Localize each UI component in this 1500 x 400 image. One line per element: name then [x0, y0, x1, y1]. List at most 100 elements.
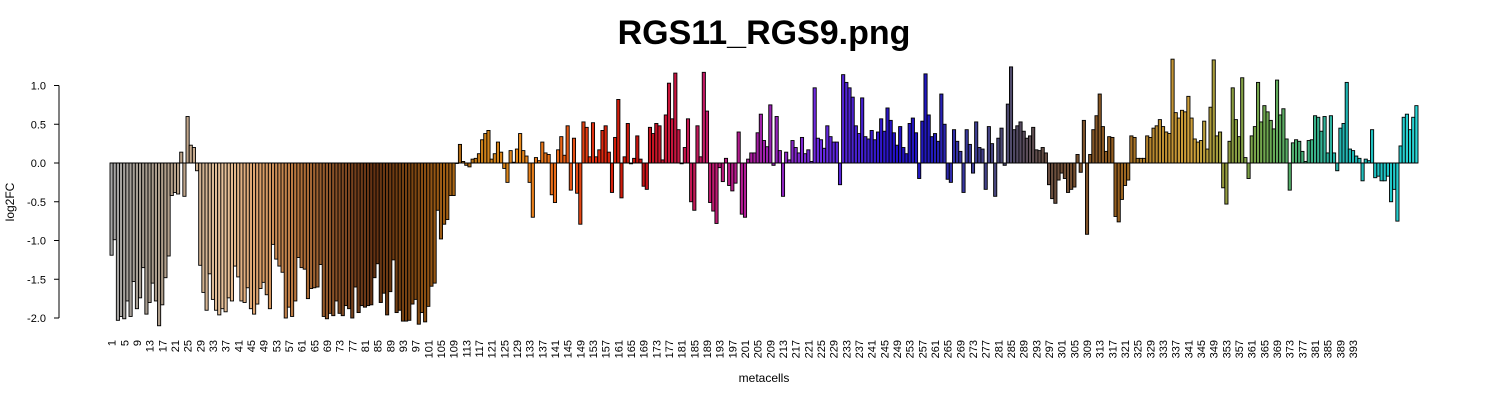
bar-metacell-343 [1192, 138, 1197, 164]
bar-metacell-389 [1338, 127, 1343, 164]
bar-metacell-139 [546, 154, 551, 164]
bar-metacell-231 [837, 162, 843, 186]
bar-metacell-104 [435, 162, 440, 211]
bar-metacell-409 [1401, 116, 1406, 164]
bar-metacell-230 [834, 141, 839, 164]
bar-metacell-335 [1167, 133, 1172, 164]
bar-metacell-85 [375, 162, 380, 265]
bar-metacell-152 [587, 156, 592, 164]
bar-metacell-35 [217, 162, 222, 316]
x-axis-label: metacells [739, 371, 790, 385]
bar-metacell-340 [1183, 111, 1188, 164]
bar-metacell-33 [210, 162, 215, 300]
bar-metacell-391 [1344, 81, 1349, 164]
bar-metacell-97 [413, 162, 418, 300]
x-tick-label: 333 [1158, 340, 1170, 358]
bar-metacell-191 [711, 162, 716, 212]
bar-metacell-24 [182, 162, 187, 197]
bar-metacell-56 [283, 162, 288, 319]
bar-metacell-200 [739, 162, 744, 215]
x-tick-label: 229 [829, 340, 841, 358]
bar-metacell-195 [723, 157, 729, 164]
x-tick-label: 113 [461, 340, 473, 358]
bar-metacell-130 [518, 133, 523, 164]
bar-metacell-182 [682, 147, 687, 164]
bar-metacell-190 [708, 162, 713, 203]
x-tick-label: 357 [1234, 340, 1246, 358]
bar-metacell-150 [581, 121, 586, 164]
bar-metacell-354 [1227, 140, 1232, 164]
bar-metacell-51 [267, 162, 272, 310]
bar-metacell-232 [841, 74, 846, 164]
bar-metacell-135 [533, 157, 539, 164]
bar-metacell-228 [828, 136, 833, 164]
bar-metacell-255 [913, 132, 919, 164]
bar-metacell-98 [416, 162, 421, 325]
bar-metacell-405 [1389, 162, 1394, 203]
bar-metacell-282 [999, 127, 1004, 164]
bar-metacell-125 [502, 162, 507, 169]
x-tick-label: 53 [271, 340, 283, 352]
bar-metacell-18 [163, 162, 168, 279]
bar-metacell-318 [1113, 162, 1118, 217]
x-tick-label: 21 [170, 340, 182, 352]
bar-metacell-5 [122, 162, 127, 320]
bar-metacell-22 [176, 162, 181, 195]
bar-metacell-161 [616, 98, 621, 164]
bar-metacell-266 [948, 162, 953, 183]
bar-metacell-331 [1154, 125, 1159, 164]
bar-metacell-352 [1221, 162, 1226, 189]
bar-metacell-314 [1100, 126, 1105, 164]
bar-metacell-278 [986, 126, 991, 164]
bar-metacell-70 [328, 162, 333, 314]
bar-metacell-17 [160, 162, 165, 306]
bar-metacell-76 [347, 162, 352, 310]
bar-metacell-66 [315, 162, 320, 288]
bar-metacell-238 [860, 97, 865, 164]
bar-metacell-327 [1142, 157, 1147, 164]
bar-metacell-94 [404, 162, 409, 322]
x-tick-label: 77 [347, 340, 359, 352]
x-tick-label: 141 [550, 340, 562, 358]
bar-metacell-259 [926, 114, 931, 164]
x-tick-label: 149 [575, 340, 587, 358]
y-tick-label: -2.0 [27, 313, 46, 325]
x-tick-label: 117 [474, 340, 486, 358]
x-tick-label: 389 [1335, 340, 1347, 358]
bar-metacell-383 [1319, 130, 1324, 164]
bar-metacell-410 [1404, 113, 1409, 164]
x-tick-label: 349 [1209, 340, 1221, 358]
bar-metacell-117 [476, 153, 482, 164]
bar-metacell-131 [521, 150, 526, 164]
bar-metacell-309 [1085, 162, 1090, 235]
bar-metacell-198 [733, 162, 738, 184]
bar-metacell-140 [549, 162, 554, 196]
bar-metacell-312 [1094, 115, 1099, 164]
bar-metacell-260 [929, 136, 934, 164]
bar-metacell-48 [258, 162, 263, 290]
x-tick-label: 293 [1031, 340, 1043, 358]
bar-metacell-176 [663, 114, 668, 164]
bar-metacell-390 [1341, 123, 1346, 164]
x-tick-label: 169 [639, 340, 651, 358]
bar-metacell-317 [1110, 136, 1115, 164]
bar-metacell-219 [799, 136, 805, 164]
bar-metacell-201 [742, 162, 748, 218]
x-tick-label: 41 [233, 340, 245, 352]
x-tick-label: 309 [1082, 340, 1094, 358]
bar-metacell-388 [1335, 162, 1340, 172]
bar-metacell-375 [1294, 139, 1299, 164]
x-tick-label: 245 [879, 340, 891, 358]
bar-metacell-288 [1018, 121, 1023, 164]
bar-metacell-360 [1246, 162, 1251, 179]
bar-metacell-29 [198, 162, 203, 266]
bar-metacell-81 [362, 162, 367, 308]
bar-metacell-342 [1189, 117, 1194, 164]
x-tick-label: 57 [284, 340, 296, 352]
bar-metacell-105 [438, 162, 444, 240]
bar-metacell-189 [704, 110, 710, 164]
bar-metacell-324 [1132, 136, 1137, 164]
bar-metacell-9 [134, 162, 139, 310]
bar-metacell-302 [1062, 162, 1067, 179]
bar-metacell-95 [407, 162, 412, 321]
